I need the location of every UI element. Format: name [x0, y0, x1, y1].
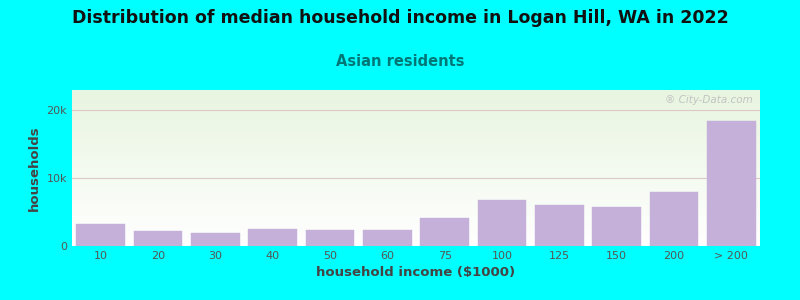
Bar [191, 233, 240, 246]
Bar [363, 230, 412, 246]
Bar [650, 192, 698, 246]
Bar [306, 230, 354, 246]
Text: Asian residents: Asian residents [336, 54, 464, 69]
X-axis label: household income ($1000): household income ($1000) [317, 266, 515, 279]
Bar [134, 231, 182, 246]
Bar [248, 229, 297, 246]
Bar [420, 218, 469, 246]
Bar [535, 205, 584, 246]
Bar [707, 121, 756, 246]
Bar [592, 207, 641, 246]
Text: ® City-Data.com: ® City-Data.com [666, 95, 753, 105]
Y-axis label: households: households [28, 125, 41, 211]
Bar [76, 224, 125, 246]
Bar [478, 200, 526, 246]
Text: Distribution of median household income in Logan Hill, WA in 2022: Distribution of median household income … [72, 9, 728, 27]
